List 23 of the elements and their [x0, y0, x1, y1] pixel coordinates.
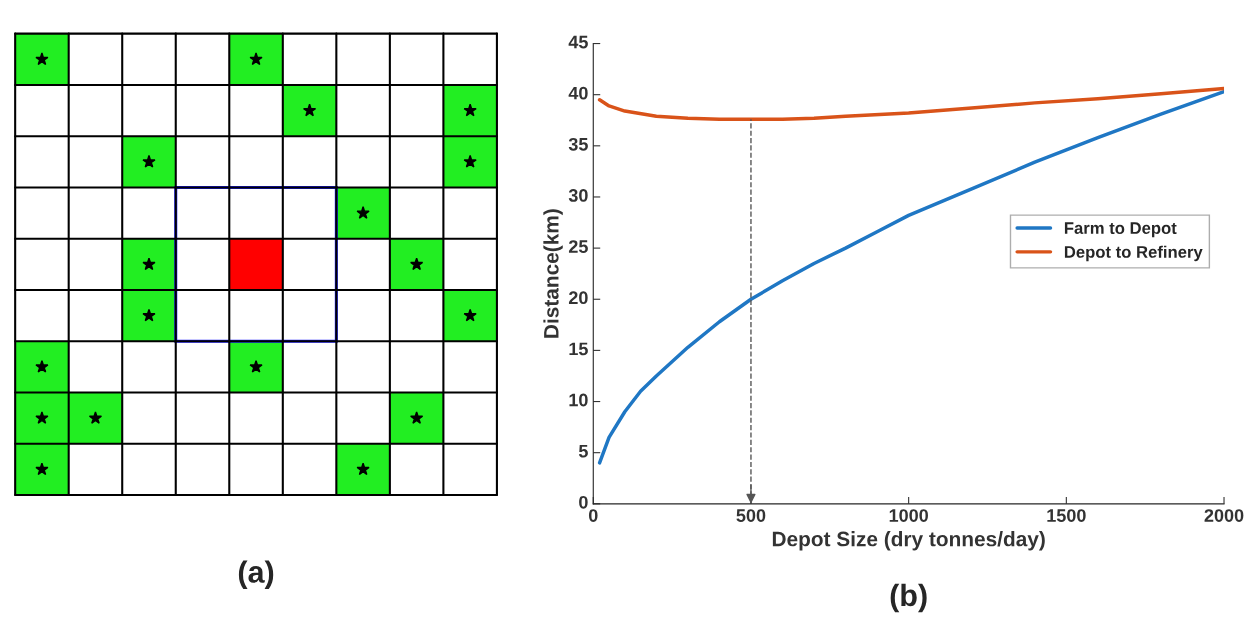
y-tick-label: 5 [578, 444, 588, 458]
x-axis-title: Depot Size (dry tonnes/day) [772, 531, 1045, 551]
x-tick-label: 500 [736, 509, 766, 522]
x-tick-label: 2000 [1204, 509, 1244, 522]
line-series [597, 89, 1225, 465]
x-tick-label: 1500 [1047, 509, 1086, 522]
y-tick-label: 25 [568, 240, 588, 253]
y-tick-label: 15 [569, 342, 588, 356]
y-axis-title: Distance(km) [543, 209, 563, 338]
y-tick-label: 45 [568, 35, 588, 49]
y-tick-label: 0 [579, 495, 588, 509]
line-series [597, 86, 1225, 121]
x-tick-label: 0 [588, 509, 598, 522]
y-tick-label: 30 [568, 189, 588, 202]
text: (a) [238, 560, 274, 589]
x-tick-label: 1000 [889, 509, 928, 522]
legend-label: Depot to Refinery [1064, 245, 1203, 262]
y-tick-label: 20 [568, 291, 588, 305]
text: (b) [890, 583, 927, 613]
legend-label: Farm to Depot [1064, 222, 1177, 238]
y-tick-label: 35 [568, 137, 588, 151]
y-tick-label: 40 [568, 86, 588, 100]
y-tick-label: 10 [569, 393, 588, 407]
